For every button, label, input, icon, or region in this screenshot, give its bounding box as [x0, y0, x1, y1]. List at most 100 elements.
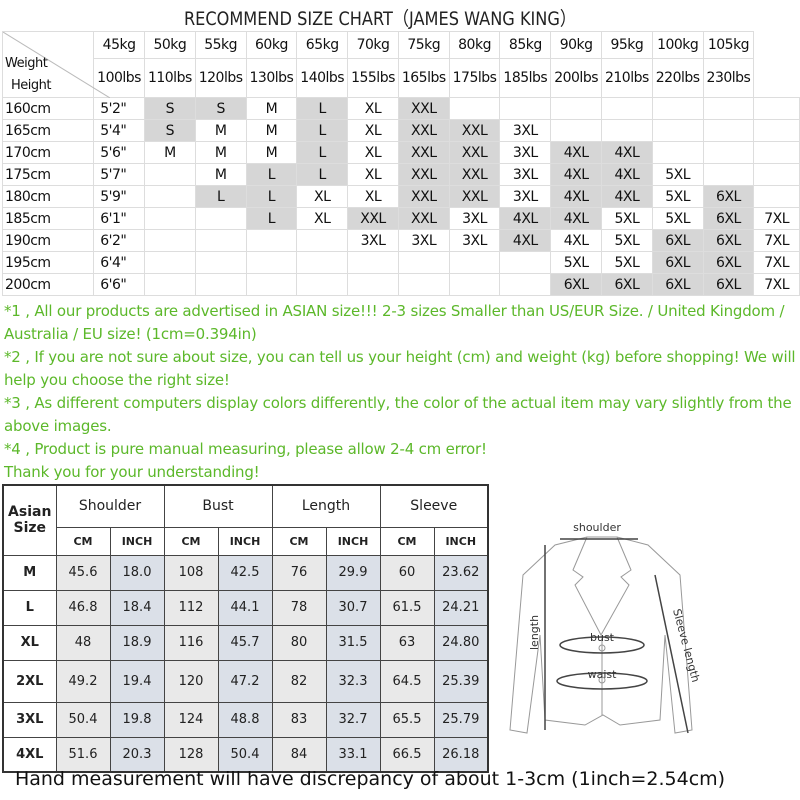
lbs-header: 120lbs	[194, 58, 247, 98]
size-cell	[651, 119, 704, 142]
note-line: *1 , All our products are advertised in …	[4, 302, 785, 343]
size-cell	[499, 251, 552, 274]
size-cell: XL	[347, 119, 399, 142]
table-row: 195cm 6'4" 5XL 5XL 6XL 6XL 7XL	[1, 251, 800, 274]
height-ft: 5'7"	[93, 163, 145, 186]
measure-cell: 128	[163, 736, 219, 773]
measure-cell: 46.8	[55, 589, 111, 626]
size-cell	[194, 207, 247, 230]
size-cell: 3XL	[499, 119, 552, 142]
unit-header: CM	[379, 526, 435, 556]
size-cell: XXL	[448, 185, 501, 208]
measure-cell: 76	[271, 554, 327, 591]
kg-header: 55kg	[194, 31, 247, 59]
size-cell: 7XL	[753, 207, 800, 230]
table-row: 200cm 6'6" 6XL 6XL 6XL 6XL 7XL	[1, 273, 800, 296]
size-cell: M	[143, 141, 196, 164]
measure-cell: 61.5	[379, 589, 435, 626]
bust-label: bust	[590, 631, 615, 644]
measure-cell: 32.3	[325, 659, 381, 703]
measure-cell: 64.5	[379, 659, 435, 703]
size-cell: 7XL	[753, 273, 800, 296]
size-cell: L	[194, 185, 247, 208]
table-row: 3XL 50.4 19.8 124 48.8 83 32.7 65.5 25.79	[2, 701, 489, 738]
size-cell	[143, 207, 196, 230]
height-ft: 5'9"	[93, 185, 145, 208]
table-row: 160cm 5'2" S S M L XL XXL	[1, 97, 800, 120]
size-cell: M	[194, 163, 247, 186]
measure-cell: 18.9	[109, 624, 165, 661]
size-cell: L	[296, 163, 349, 186]
size-cell	[753, 119, 800, 142]
size-cell: 4XL	[601, 141, 653, 164]
size-cell	[245, 229, 298, 252]
size-cell: XL	[347, 163, 399, 186]
size-cell: 6XL	[550, 273, 602, 296]
measure-cell: 33.1	[325, 736, 381, 773]
height-ft: 6'2"	[93, 229, 145, 252]
measure-cell: 50.4	[217, 736, 273, 773]
kg-header: 45kg	[93, 31, 145, 59]
size-cell: 3XL	[448, 229, 501, 252]
page-title: RECOMMEND SIZE CHART（JAMES WANG KING）	[183, 8, 577, 30]
group-header: Shoulder	[55, 484, 165, 528]
size-cell	[245, 251, 298, 274]
note-line: *2 , If you are not sure about size, you…	[4, 348, 796, 389]
size-cell: 6XL	[651, 229, 704, 252]
height-cm: 160cm	[1, 97, 95, 120]
size-cell	[296, 273, 349, 296]
height-cm: 175cm	[1, 163, 95, 186]
size-cell: 6XL	[702, 251, 755, 274]
size-cell	[448, 273, 501, 296]
size-cell	[702, 163, 755, 186]
measure-cell: 44.1	[217, 589, 273, 626]
measure-cell: 26.18	[433, 736, 489, 773]
lbs-header: 110lbs	[143, 58, 196, 98]
size-cell	[651, 141, 704, 164]
note-line: Thank you for your understanding!	[4, 463, 260, 481]
size-cell: XL	[296, 185, 349, 208]
size-cell	[448, 251, 501, 274]
measure-cell: 24.80	[433, 624, 489, 661]
size-cell	[143, 273, 196, 296]
kg-header: 65kg	[296, 31, 349, 59]
table-row: 170cm 5'6" M M M L XL XXL XXL 3XL 4XL 4XL	[1, 141, 800, 164]
height-cm: 200cm	[1, 273, 95, 296]
size-cell	[194, 229, 247, 252]
table-row: 165cm 5'4" S M M L XL XXL XXL 3XL	[1, 119, 800, 142]
size-cell: 5XL	[651, 163, 704, 186]
lbs-header: 100lbs	[93, 58, 145, 98]
size-cell	[499, 97, 552, 120]
size-cell: L	[296, 141, 349, 164]
height-ft: 5'6"	[93, 141, 145, 164]
lbs-header: 185lbs	[499, 58, 552, 98]
size-cell: 5XL	[651, 185, 704, 208]
size-cell	[753, 97, 800, 120]
size-cell: 4XL	[550, 163, 602, 186]
size-cell	[702, 119, 755, 142]
size-cell	[702, 141, 755, 164]
height-ft: 5'4"	[93, 119, 145, 142]
measure-cell: 48	[55, 624, 111, 661]
height-ft: 6'1"	[93, 207, 145, 230]
size-cell: 6XL	[702, 229, 755, 252]
size-cell: 6XL	[651, 273, 704, 296]
height-ft: 5'2"	[93, 97, 145, 120]
measure-cell: 63	[379, 624, 435, 661]
measure-cell: 25.79	[433, 701, 489, 738]
footer-note: Hand measurement will have discrepancy o…	[14, 768, 726, 790]
size-cell: 6XL	[651, 251, 704, 274]
measure-cell: 19.4	[109, 659, 165, 703]
size-label: 4XL	[2, 736, 57, 773]
unit-header: INCH	[217, 526, 273, 556]
corner-weight-label: Weight	[5, 56, 48, 71]
height-cm: 170cm	[1, 141, 95, 164]
measure-cell: 45.7	[217, 624, 273, 661]
measure-cell: 120	[163, 659, 219, 703]
size-cell	[397, 273, 450, 296]
measurement-table: Asian Size Shoulder Bust Length Sleeve CM INCH…	[2, 484, 489, 773]
measure-cell: 47.2	[217, 659, 273, 703]
lbs-header-row: 100lbs 110lbs 120lbs 130lbs 140lbs 155lbs 165l…	[3, 58, 800, 98]
measure-cell: 48.8	[217, 701, 273, 738]
size-cell: 6XL	[702, 273, 755, 296]
